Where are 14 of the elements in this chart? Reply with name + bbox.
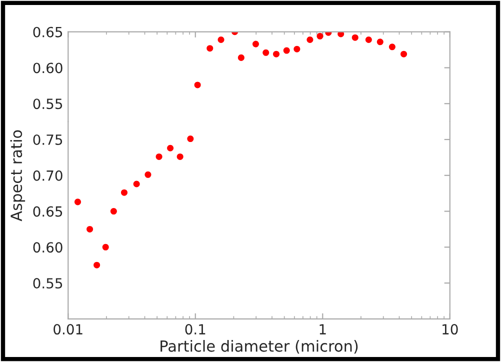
- y-tick-label: 0.70: [33, 170, 62, 181]
- y-tick-label: 0.65: [33, 26, 62, 38]
- y-tick-label: 0.55: [33, 98, 62, 110]
- x-axis-title: Particle diameter (micron): [160, 340, 358, 354]
- x-tick-label: 10: [442, 324, 458, 335]
- y-tick-label: 0.60: [33, 62, 62, 74]
- y-tick-label: 0.75: [33, 134, 62, 145]
- y-tick-label: 0.65: [33, 206, 62, 217]
- y-tick-label: 0.55: [33, 278, 62, 289]
- x-tick-label: 0.1: [185, 324, 206, 335]
- x-tick-label: 0.01: [54, 324, 82, 335]
- y-axis-title: Aspect ratio: [10, 130, 26, 222]
- x-tick-label: 1: [320, 324, 326, 334]
- y-tick-label: 0.60: [33, 242, 62, 253]
